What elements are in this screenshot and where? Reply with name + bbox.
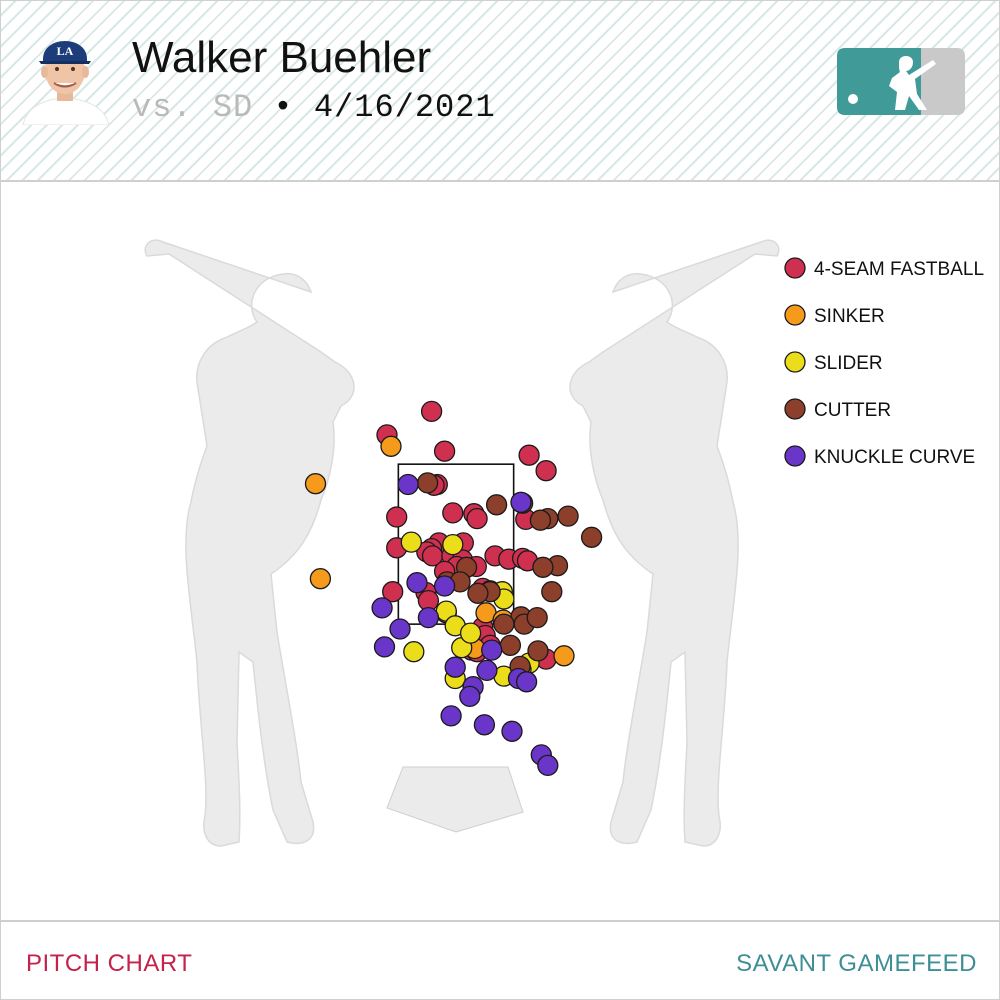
pitch-marker[interactable] <box>380 435 402 457</box>
headshot-cap-logo: LA <box>57 44 74 58</box>
pitch-marker[interactable] <box>529 509 552 531</box>
legend-label: 4-SEAM FASTBALL <box>814 259 984 280</box>
pitch-markers <box>304 400 603 777</box>
pitch-marker[interactable] <box>442 533 464 556</box>
pitch-marker[interactable] <box>527 640 549 662</box>
pitch-marker[interactable] <box>518 444 540 466</box>
pitch-marker[interactable] <box>499 634 522 656</box>
pitch-marker[interactable] <box>476 659 498 682</box>
opponent-label: vs. SD <box>132 89 254 126</box>
pitch-marker[interactable] <box>493 613 515 635</box>
pitch-marker[interactable] <box>389 618 411 640</box>
pitch-marker[interactable] <box>473 714 496 736</box>
pitch-marker[interactable] <box>444 656 466 678</box>
pitch-marker[interactable] <box>382 581 404 603</box>
pitch-marker[interactable] <box>466 507 488 530</box>
pitch-marker[interactable] <box>416 472 439 494</box>
subtitle-separator: • <box>253 89 314 126</box>
pitch-marker[interactable] <box>557 505 579 527</box>
pitch-marker[interactable] <box>406 572 428 594</box>
pitch-marker[interactable] <box>403 641 425 663</box>
player-name: Walker Buehler <box>132 33 432 82</box>
pitch-marker[interactable] <box>459 685 481 708</box>
pitch-marker[interactable] <box>440 705 462 727</box>
pitch-marker[interactable] <box>433 440 456 462</box>
pitch-marker[interactable] <box>397 473 419 496</box>
pitch-marker[interactable] <box>515 671 538 693</box>
left-batter-silhouette <box>144 239 355 847</box>
pitch-marker[interactable] <box>442 502 464 524</box>
right-batter-silhouette <box>569 239 780 847</box>
pitch-marker[interactable] <box>541 581 563 603</box>
pitch-marker[interactable] <box>501 720 523 742</box>
pitch-marker[interactable] <box>481 639 503 661</box>
footer: PITCH CHART SAVANT GAMEFEED <box>1 920 999 999</box>
home-plate <box>386 766 524 833</box>
pitch-marker[interactable] <box>433 575 456 597</box>
header: LA Walker Buehler vs. SD • 4/16/2021 <box>1 1 999 182</box>
pitch-marker[interactable] <box>400 531 422 553</box>
legend-swatch <box>784 398 806 420</box>
game-subtitle: vs. SD • 4/16/2021 <box>132 89 496 126</box>
pitch-marker[interactable] <box>510 491 532 513</box>
pitch-marker[interactable] <box>535 460 557 482</box>
legend-label: SINKER <box>814 306 885 327</box>
legend-label: KNUCKLE CURVE <box>814 447 975 468</box>
pitch-marker[interactable] <box>371 597 393 619</box>
pitch-marker[interactable] <box>553 645 575 667</box>
pitch-marker[interactable] <box>373 636 396 658</box>
pitch-chart-label: PITCH CHART <box>26 950 193 977</box>
player-headshot: LA <box>22 41 110 125</box>
pitch-marker[interactable] <box>467 582 489 604</box>
savant-gamefeed-label: SAVANT GAMEFEED <box>736 950 977 977</box>
legend-swatch <box>784 257 806 279</box>
pitch-marker[interactable] <box>580 526 603 548</box>
mlb-logo <box>837 48 965 115</box>
legend-label: CUTTER <box>814 400 891 421</box>
legend-swatch <box>784 304 806 326</box>
pitch-marker[interactable] <box>304 473 327 495</box>
legend-swatch <box>784 445 806 467</box>
legend-swatch <box>784 351 806 373</box>
pitch-marker[interactable] <box>417 606 440 629</box>
pitch-marker[interactable] <box>537 754 559 777</box>
legend: 4-SEAM FASTBALL SINKER SLIDER CUTTER KNUCKLE… <box>784 257 984 468</box>
pitch-marker[interactable] <box>526 606 548 629</box>
pitch-marker[interactable] <box>386 506 408 528</box>
pitch-marker[interactable] <box>309 568 332 590</box>
pitch-marker[interactable] <box>532 556 554 578</box>
legend-label: SLIDER <box>814 353 883 374</box>
pitch-marker[interactable] <box>420 400 443 423</box>
game-date: 4/16/2021 <box>313 89 496 126</box>
pitch-location-chart: 4-SEAM FASTBALL SINKER SLIDER CUTTER KNUCKLE… <box>144 239 984 847</box>
pitch-marker[interactable] <box>459 622 482 644</box>
batter-silhouettes <box>144 239 780 847</box>
pitch-marker[interactable] <box>485 494 508 516</box>
